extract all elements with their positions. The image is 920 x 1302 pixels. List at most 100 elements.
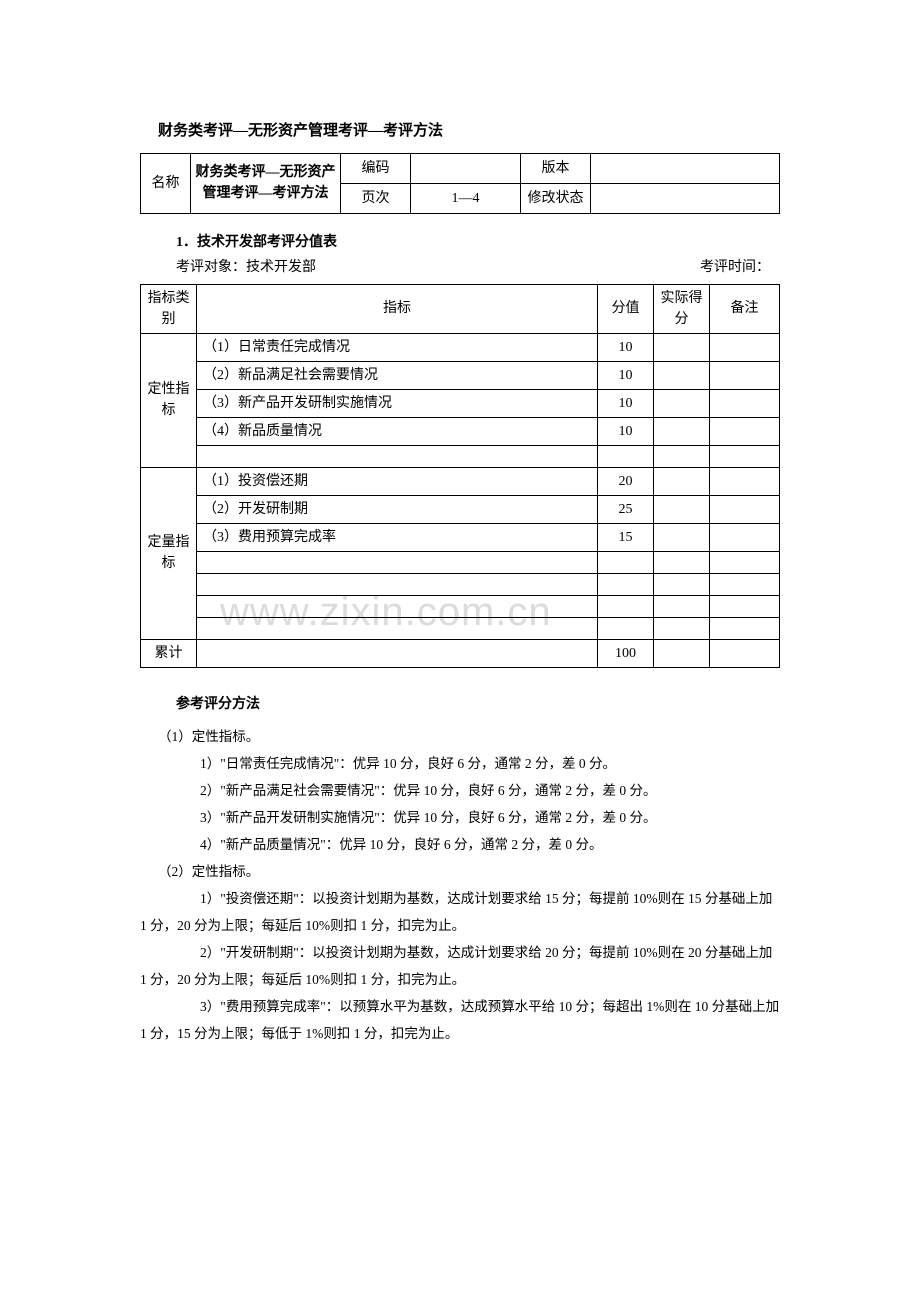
- time-label: 考评时间：: [700, 257, 770, 278]
- score-cell: [598, 595, 654, 617]
- indicator-cell: [197, 639, 598, 667]
- actual-cell: [654, 573, 710, 595]
- method-p2: （2）定性指标。: [140, 858, 780, 885]
- score-cell: [598, 445, 654, 467]
- score-cell: 20: [598, 467, 654, 495]
- actual-cell: [654, 617, 710, 639]
- col-score: 分值: [598, 284, 654, 333]
- version-label: 版本: [521, 153, 591, 183]
- page-label: 页次: [341, 183, 411, 213]
- table-row: （3）费用预算完成率 15: [141, 523, 780, 551]
- total-label: 累计: [141, 639, 197, 667]
- actual-cell: [654, 495, 710, 523]
- remark-cell: [710, 551, 780, 573]
- table-row: [141, 445, 780, 467]
- table-row: （2）开发研制期 25: [141, 495, 780, 523]
- actual-cell: [654, 467, 710, 495]
- table-row: [141, 595, 780, 617]
- actual-cell: [654, 523, 710, 551]
- indicator-cell: （3）费用预算完成率: [197, 523, 598, 551]
- method-p1-4: 4）"新产品质量情况"：优异 10 分，良好 6 分，通常 2 分，差 0 分。: [140, 831, 780, 858]
- indicator-cell: [197, 617, 598, 639]
- method-p1-3: 3）"新产品开发研制实施情况"：优异 10 分，良好 6 分，通常 2 分，差 …: [140, 804, 780, 831]
- indicator-cell: （2）新品满足社会需要情况: [197, 361, 598, 389]
- rev-label: 修改状态: [521, 183, 591, 213]
- actual-cell: [654, 445, 710, 467]
- col-actual: 实际得分: [654, 284, 710, 333]
- actual-cell: [654, 333, 710, 361]
- score-cell: 10: [598, 417, 654, 445]
- actual-cell: [654, 389, 710, 417]
- remark-cell: [710, 333, 780, 361]
- method-p1: （1）定性指标。: [140, 723, 780, 750]
- actual-cell: [654, 639, 710, 667]
- remark-cell: [710, 361, 780, 389]
- table-row: （3）新产品开发研制实施情况 10: [141, 389, 780, 417]
- table-row: （4）新品质量情况 10: [141, 417, 780, 445]
- col-indicator: 指标: [197, 284, 598, 333]
- code-value: [411, 153, 521, 183]
- col-remark: 备注: [710, 284, 780, 333]
- score-cell: [598, 551, 654, 573]
- remark-cell: [710, 523, 780, 551]
- total-row: 累计 100: [141, 639, 780, 667]
- table-row: 定量指标 （1）投资偿还期 20: [141, 467, 780, 495]
- score-cell: 10: [598, 389, 654, 417]
- method-heading: 参考评分方法: [176, 694, 780, 715]
- table-row: 定性指标 （1）日常责任完成情况 10: [141, 333, 780, 361]
- indicator-cell: [197, 573, 598, 595]
- table-row: [141, 573, 780, 595]
- score-cell: 10: [598, 361, 654, 389]
- indicator-cell: （3）新产品开发研制实施情况: [197, 389, 598, 417]
- document-title: 财务类考评—无形资产管理考评—考评方法: [140, 120, 780, 143]
- category-cell: 定性指标: [141, 333, 197, 467]
- subject-row: 考评对象：技术开发部 考评时间：: [140, 257, 780, 284]
- score-cell: 10: [598, 333, 654, 361]
- page-value: 1—4: [411, 183, 521, 213]
- table-row: [141, 617, 780, 639]
- remark-cell: [710, 389, 780, 417]
- total-score: 100: [598, 639, 654, 667]
- remark-cell: [710, 467, 780, 495]
- actual-cell: [654, 417, 710, 445]
- version-value: [591, 153, 780, 183]
- indicator-cell: [197, 551, 598, 573]
- method-p1-2: 2）"新产品满足社会需要情况"：优异 10 分，良好 6 分，通常 2 分，差 …: [140, 777, 780, 804]
- section1-heading: 1．技术开发部考评分值表: [176, 232, 780, 253]
- table-row: [141, 551, 780, 573]
- indicator-cell: （4）新品质量情况: [197, 417, 598, 445]
- table-row: （2）新品满足社会需要情况 10: [141, 361, 780, 389]
- score-cell: 25: [598, 495, 654, 523]
- score-cell: 15: [598, 523, 654, 551]
- remark-cell: [710, 417, 780, 445]
- remark-cell: [710, 495, 780, 523]
- remark-cell: [710, 595, 780, 617]
- actual-cell: [654, 361, 710, 389]
- name-value: 财务类考评—无形资产管理考评—考评方法: [191, 153, 341, 213]
- actual-cell: [654, 551, 710, 573]
- remark-cell: [710, 617, 780, 639]
- score-cell: [598, 573, 654, 595]
- actual-cell: [654, 595, 710, 617]
- code-label: 编码: [341, 153, 411, 183]
- remark-cell: [710, 445, 780, 467]
- indicator-cell: （1）投资偿还期: [197, 467, 598, 495]
- remark-cell: [710, 573, 780, 595]
- name-label: 名称: [141, 153, 191, 213]
- score-cell: [598, 617, 654, 639]
- subject-label: 考评对象：技术开发部: [176, 257, 316, 278]
- method-p2-2: 2）"开发研制期"：以投资计划期为基数，达成计划要求给 20 分；每提前 10%…: [140, 939, 780, 993]
- header-table: 名称 财务类考评—无形资产管理考评—考评方法 编码 版本 页次 1—4 修改状态: [140, 153, 780, 214]
- indicator-cell: （1）日常责任完成情况: [197, 333, 598, 361]
- remark-cell: [710, 639, 780, 667]
- method-p2-1: 1）"投资偿还期"：以投资计划期为基数，达成计划要求给 15 分；每提前 10%…: [140, 885, 780, 939]
- method-p2-3: 3）"费用预算完成率"：以预算水平为基数，达成预算水平给 10 分；每超出 1%…: [140, 993, 780, 1047]
- indicator-cell: [197, 445, 598, 467]
- category-cell: 定量指标: [141, 467, 197, 639]
- method-p1-1: 1）"日常责任完成情况"：优异 10 分，良好 6 分，通常 2 分，差 0 分…: [140, 750, 780, 777]
- indicator-cell: （2）开发研制期: [197, 495, 598, 523]
- indicator-cell: [197, 595, 598, 617]
- rev-value: [591, 183, 780, 213]
- col-category: 指标类别: [141, 284, 197, 333]
- score-table: 指标类别 指标 分值 实际得分 备注 定性指标 （1）日常责任完成情况 10 （…: [140, 284, 780, 668]
